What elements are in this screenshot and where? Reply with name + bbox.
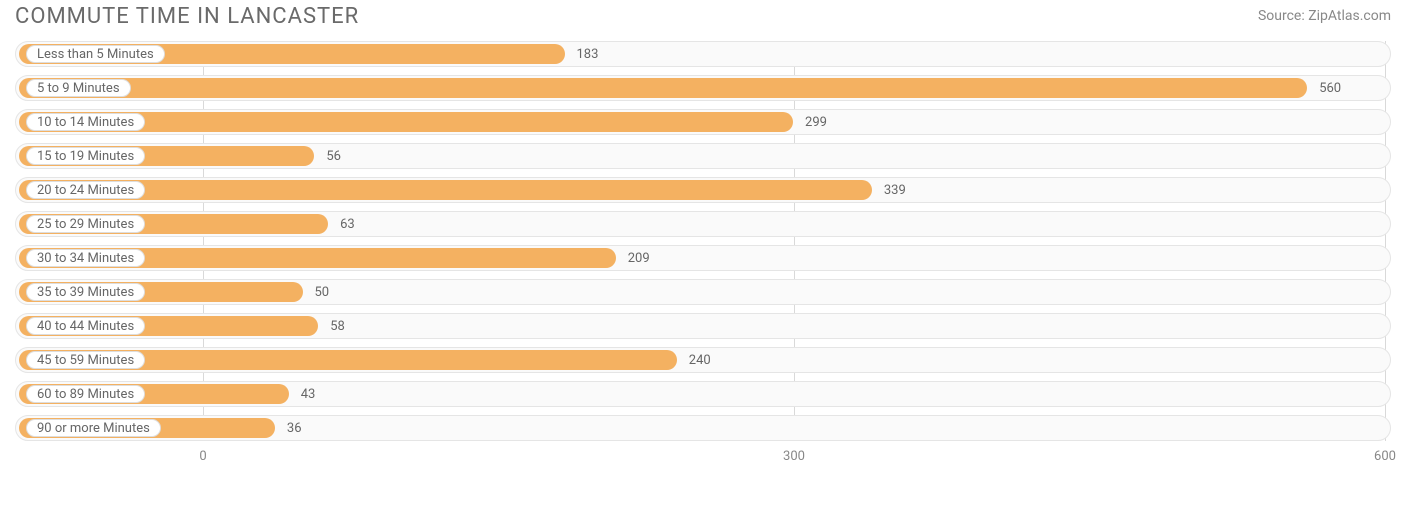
bar-row: 20 to 24 Minutes 339 [15,177,1391,203]
bar-row: 40 to 44 Minutes 58 [15,313,1391,339]
bar-row: Less than 5 Minutes 183 [15,41,1391,67]
bar-row: 25 to 29 Minutes 63 [15,211,1391,237]
category-pill: 35 to 39 Minutes [26,283,145,301]
category-pill: 10 to 14 Minutes [26,113,145,131]
bar-row: 45 to 59 Minutes 240 [15,347,1391,373]
x-axis-tick-label: 0 [199,449,206,464]
value-label: 58 [330,314,345,338]
category-pill: 40 to 44 Minutes [26,317,145,335]
value-label: 63 [340,212,355,236]
chart-header: COMMUTE TIME IN LANCASTER Source: ZipAtl… [15,4,1391,29]
x-axis-tick-label: 600 [1374,449,1396,464]
value-label: 183 [577,42,599,66]
category-pill: 25 to 29 Minutes [26,215,145,233]
bar-row: 10 to 14 Minutes 299 [15,109,1391,135]
x-axis: 0300600 [15,449,1391,471]
value-label: 299 [805,110,827,134]
category-pill: 60 to 89 Minutes [26,385,145,403]
value-label: 240 [689,348,711,372]
category-pill: Less than 5 Minutes [26,45,165,63]
category-pill: 45 to 59 Minutes [26,351,145,369]
bar [19,78,1307,98]
chart-title: COMMUTE TIME IN LANCASTER [15,4,359,29]
value-label: 50 [315,280,330,304]
value-label: 43 [301,382,316,406]
bar-row: 60 to 89 Minutes 43 [15,381,1391,407]
bar [19,180,872,200]
bar-row: 5 to 9 Minutes 560 [15,75,1391,101]
category-pill: 15 to 19 Minutes [26,147,145,165]
category-pill: 90 or more Minutes [26,419,161,437]
bar-row: 15 to 19 Minutes 56 [15,143,1391,169]
chart-source: Source: ZipAtlas.com [1258,8,1391,24]
value-label: 56 [326,144,341,168]
category-pill: 30 to 34 Minutes [26,249,145,267]
value-label: 36 [287,416,302,440]
bar-row: 35 to 39 Minutes 50 [15,279,1391,305]
bars-area: Less than 5 Minutes 183 5 to 9 Minutes 560 1… [15,41,1391,441]
commute-time-chart: COMMUTE TIME IN LANCASTER Source: ZipAtl… [0,0,1406,481]
value-label: 339 [884,178,906,202]
value-label: 560 [1319,76,1341,100]
category-pill: 5 to 9 Minutes [26,79,131,97]
value-label: 209 [628,246,650,270]
x-axis-tick-label: 300 [783,449,805,464]
gridline [1385,41,1386,441]
bar-row: 30 to 34 Minutes 209 [15,245,1391,271]
category-pill: 20 to 24 Minutes [26,181,145,199]
bar-row: 90 or more Minutes 36 [15,415,1391,441]
